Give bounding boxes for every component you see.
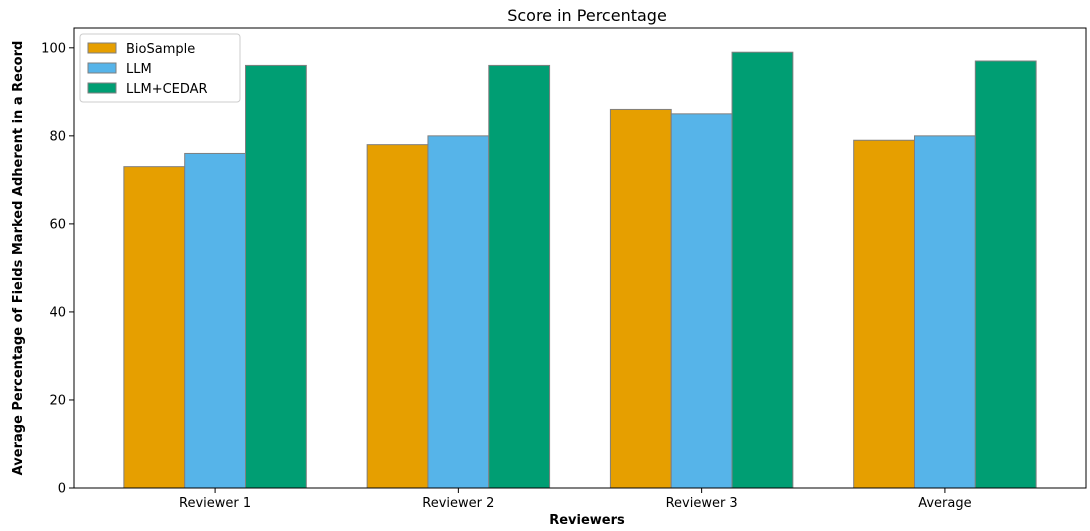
y-tick-label: 100 bbox=[41, 41, 66, 56]
legend-box bbox=[79, 33, 241, 103]
plot-frame bbox=[73, 27, 1087, 489]
y-tick-label: 0 bbox=[58, 482, 66, 497]
legend-swatch bbox=[87, 82, 117, 94]
legend-label: LLM bbox=[126, 62, 152, 77]
x-axis-label: Reviewers bbox=[549, 513, 625, 527]
y-tick-label: 20 bbox=[49, 393, 66, 408]
x-tick-label: Average bbox=[918, 496, 971, 511]
bar-llm-3 bbox=[670, 113, 733, 489]
bar-biosample-3 bbox=[609, 108, 672, 489]
bar-llm-cedar-1 bbox=[245, 64, 307, 489]
x-tick-label: Reviewer 3 bbox=[666, 496, 738, 511]
legend-label: BioSample bbox=[126, 42, 195, 57]
x-tick-label: Reviewer 2 bbox=[422, 496, 494, 511]
legend-swatch bbox=[87, 42, 117, 54]
y-tick-label: 60 bbox=[49, 217, 66, 232]
axes-layer: Reviewer 1 Reviewer 2 Reviewer 3 Average 0 20… bbox=[41, 27, 1087, 511]
bar-llm-cedar-2 bbox=[488, 64, 551, 489]
y-axis-label: Average Percentage of Fields Marked Adhe… bbox=[11, 41, 26, 476]
bar-llm-4 bbox=[914, 135, 976, 489]
bar-llm-cedar-3 bbox=[731, 51, 794, 489]
bar-biosample-4 bbox=[853, 139, 915, 489]
chart-title: Score in Percentage bbox=[507, 6, 667, 25]
legend: BioSample LLM LLM+CEDAR bbox=[79, 33, 241, 103]
y-tick-label: 40 bbox=[49, 305, 66, 320]
bar-llm-2 bbox=[427, 135, 490, 489]
y-tick-label: 80 bbox=[49, 129, 66, 144]
legend-label: LLM+CEDAR bbox=[126, 82, 208, 97]
bar-llm-cedar-4 bbox=[974, 60, 1037, 489]
bar-biosample-1 bbox=[123, 166, 186, 489]
bar-biosample-2 bbox=[366, 144, 429, 489]
bar-llm-1 bbox=[184, 152, 247, 489]
bars-layer bbox=[123, 51, 1037, 489]
legend-swatch bbox=[87, 62, 117, 74]
x-tick-label: Reviewer 1 bbox=[179, 496, 251, 511]
